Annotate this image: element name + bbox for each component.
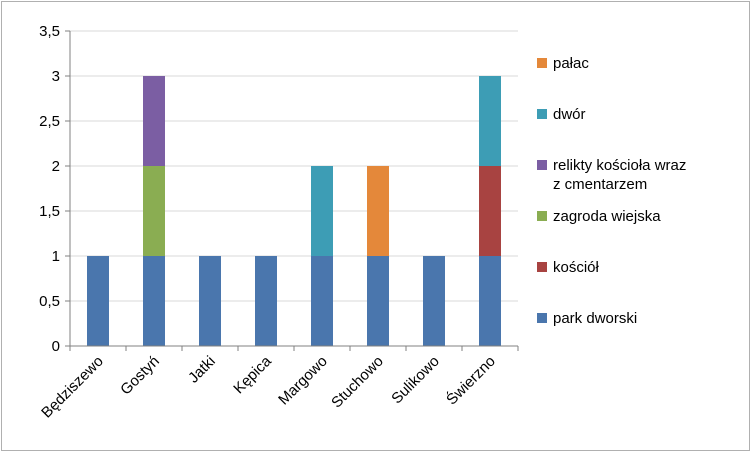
- legend-swatch: [537, 262, 547, 272]
- x-tick-label: Jatki: [185, 353, 219, 387]
- x-tick-label: Gostyń: [117, 353, 163, 399]
- bar-segment: [367, 166, 389, 256]
- bar-segment: [255, 256, 277, 346]
- bar-segment: [143, 76, 165, 166]
- legend-swatch: [537, 160, 547, 170]
- bar-segment: [311, 166, 333, 256]
- legend-label: dwór: [553, 106, 586, 123]
- x-tick-label: Sulikowo: [388, 353, 442, 407]
- y-tick-label: 1: [52, 248, 60, 265]
- y-tick-label: 3: [52, 68, 60, 85]
- legend-swatch: [537, 109, 547, 119]
- bar-segment: [367, 256, 389, 346]
- legend-swatch: [537, 313, 547, 323]
- bar-segment: [479, 76, 501, 166]
- y-tick-label: 0: [52, 338, 60, 355]
- bar-segment: [143, 256, 165, 346]
- x-tick-label: Będziszewo: [38, 353, 107, 422]
- legend-label: park dworski: [553, 310, 637, 327]
- y-tick-label: 1,5: [39, 203, 60, 220]
- legend-label: z cmentarzem: [553, 176, 647, 193]
- legend-swatch: [537, 211, 547, 221]
- legend-label: relikty kościoła wraz: [553, 157, 686, 174]
- legend-label: pałac: [553, 55, 589, 72]
- legend-label: kościół: [553, 259, 600, 276]
- y-tick-label: 3,5: [39, 23, 60, 40]
- x-tick-label: Kępica: [230, 352, 275, 397]
- bar-segment: [479, 166, 501, 256]
- x-tick-label: Margowo: [275, 353, 331, 409]
- x-tick-label: Świerzno: [442, 352, 498, 408]
- y-tick-label: 2,5: [39, 113, 60, 130]
- bar-segment: [479, 256, 501, 346]
- bar-segment: [199, 256, 221, 346]
- bar-segment: [423, 256, 445, 346]
- y-tick-label: 2: [52, 158, 60, 175]
- x-tick-label: Stuchowo: [328, 353, 387, 412]
- legend-label: zagroda wiejska: [553, 208, 661, 225]
- legend-swatch: [537, 58, 547, 68]
- bar-segment: [311, 256, 333, 346]
- bar-segment: [87, 256, 109, 346]
- y-tick-label: 0,5: [39, 293, 60, 310]
- bar-segment: [143, 166, 165, 256]
